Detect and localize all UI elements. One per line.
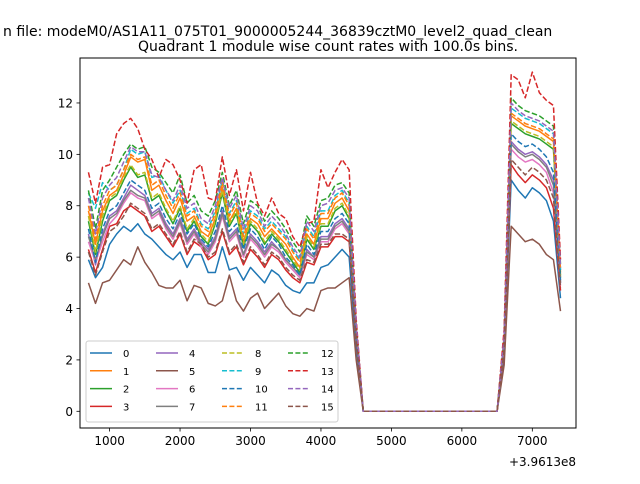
legend-item-6: 6 [156,385,195,396]
legend-item-9: 9 [222,367,261,378]
y-tick-label: 0 [65,405,73,419]
y-tick-label: 8 [65,199,73,213]
legend-item-10: 10 [222,385,268,396]
x-tick-label: 7000 [517,434,548,448]
legend-label: 0 [123,349,129,360]
legend-label: 4 [189,349,195,360]
x-axis: 1000 2000 3000 4000 5000 6000 7000 [94,428,548,448]
legend-item-4: 4 [156,349,195,360]
y-tick-label: 12 [58,96,73,110]
legend-box [85,340,339,423]
legend-item-0: 0 [90,349,129,360]
legend-label: 6 [189,385,195,396]
legend-label: 13 [321,367,334,378]
legend-item-15: 15 [288,402,334,413]
legend-item-12: 12 [288,349,334,360]
series-line-14 [87,102,562,413]
legend-label: 7 [189,402,195,413]
legend-item-14: 14 [288,385,334,396]
x-tick-label: 5000 [376,434,407,448]
y-tick-label: 10 [58,148,73,162]
y-tick-label: 6 [65,251,73,265]
legend-label: 14 [321,385,334,396]
legend-item-1: 1 [90,367,129,378]
series-line-8 [87,120,562,413]
legend-item-3: 3 [90,402,129,413]
figure-suptitle: n file: modeM0/AS1A11_075T01_9000005244_… [3,24,552,40]
axes-frame [79,57,577,429]
plot-area [87,71,562,413]
legend-item-2: 2 [90,385,129,396]
x-tick-label: 3000 [235,434,266,448]
x-tick-label: 2000 [165,434,196,448]
legend-label: 1 [123,367,129,378]
legend-label: 2 [123,385,129,396]
legend-label: 15 [321,402,334,413]
legend-item-7: 7 [156,402,195,413]
y-axis: 0 2 4 6 8 10 12 [58,96,80,419]
legend-label: 3 [123,402,129,413]
legend-item-8: 8 [222,349,261,360]
series-line-15 [87,158,562,413]
legend-label: 5 [189,367,195,378]
chart-title: Quadrant 1 module wise count rates with … [138,39,518,55]
legend-item-11: 11 [222,402,268,413]
x-tick-label: 4000 [306,434,337,448]
legend-label: 8 [255,349,261,360]
x-tick-label: 6000 [447,434,478,448]
legend-label: 9 [255,367,261,378]
x-tick-label: 1000 [94,434,125,448]
legend-label: 12 [321,349,334,360]
y-tick-label: 2 [65,353,73,367]
legend-label: 11 [255,402,268,413]
legend-item-13: 13 [288,367,334,378]
legend-label: 10 [255,385,268,396]
legend-item-5: 5 [156,367,195,378]
x-axis-offset-label: +3.9613e8 [509,455,576,469]
y-tick-label: 4 [65,302,73,316]
